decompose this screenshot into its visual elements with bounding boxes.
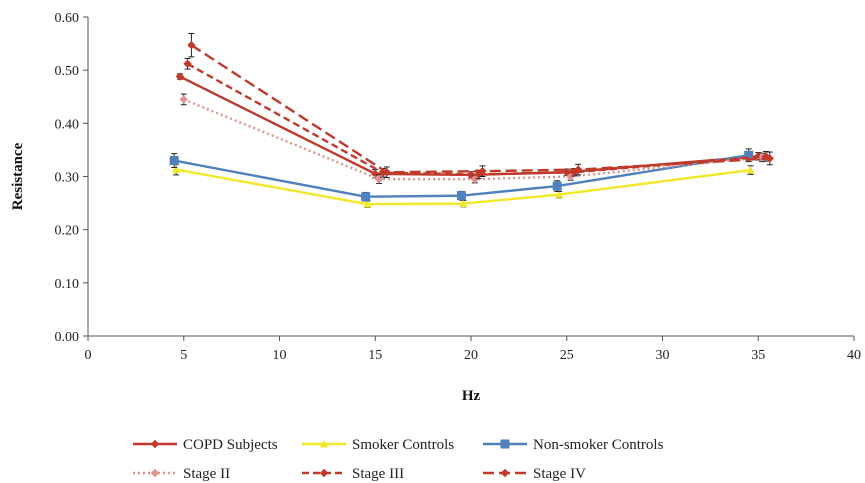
data-point-marker xyxy=(175,72,185,81)
data-point-marker xyxy=(169,156,179,166)
x-tick-label: 20 xyxy=(464,348,478,363)
x-tick-label: 25 xyxy=(560,348,574,363)
y-axis-title: Resistance xyxy=(10,142,26,210)
x-tick-label: 5 xyxy=(180,348,187,363)
data-point-marker xyxy=(319,468,329,478)
legend-item: Stage IV xyxy=(483,466,586,482)
data-point-marker xyxy=(757,153,767,162)
legend-item: COPD Subjects xyxy=(133,437,278,453)
y-tick-label: 0.10 xyxy=(55,277,80,292)
data-point-marker xyxy=(150,439,160,449)
data-point-marker xyxy=(744,150,754,160)
data-point-marker xyxy=(382,168,391,177)
x-tick-label: 30 xyxy=(656,348,670,363)
legend-label: Stage III xyxy=(352,466,404,482)
series-5 xyxy=(187,32,774,179)
data-point-marker xyxy=(456,191,466,201)
x-axis-title: Hz xyxy=(462,388,481,404)
x-tick-label: 35 xyxy=(751,348,765,363)
series-line xyxy=(186,62,767,176)
data-point-marker xyxy=(574,165,583,174)
legend-label: Smoker Controls xyxy=(352,437,454,453)
data-point-marker xyxy=(500,439,510,449)
legend-item: Stage II xyxy=(133,466,230,482)
series-4 xyxy=(183,57,771,180)
data-point-marker xyxy=(470,174,480,184)
data-point-marker xyxy=(459,199,468,207)
legend-item: Smoker Controls xyxy=(302,437,454,453)
legend-item: Stage III xyxy=(302,466,404,482)
y-tick-label: 0.00 xyxy=(55,330,80,345)
y-tick-label: 0.60 xyxy=(55,11,80,26)
x-tick-label: 15 xyxy=(368,348,382,363)
series-layer xyxy=(169,32,774,208)
data-point-marker xyxy=(363,199,372,208)
data-point-marker xyxy=(361,192,371,202)
data-point-marker xyxy=(183,59,192,68)
series-1 xyxy=(171,163,755,208)
series-line xyxy=(190,44,770,174)
x-tick-labels: 0 5 10 15 20 25 30 35 40 xyxy=(85,336,861,363)
data-point-marker xyxy=(371,169,380,179)
legend-label: Stage IV xyxy=(533,466,586,482)
data-point-marker xyxy=(500,468,510,478)
series-line xyxy=(179,75,759,177)
x-tick-label: 10 xyxy=(273,348,287,363)
data-point-marker xyxy=(319,439,329,448)
legend-label: Non-smoker Controls xyxy=(533,437,664,453)
data-point-marker xyxy=(187,40,196,50)
data-point-marker xyxy=(765,154,774,163)
data-point-marker xyxy=(179,95,188,104)
x-tick-label: 0 xyxy=(85,348,92,363)
y-tick-label: 0.50 xyxy=(55,64,80,79)
series-2 xyxy=(169,148,754,202)
data-point-marker xyxy=(746,165,755,174)
y-tick-label: 0.40 xyxy=(55,117,80,132)
data-point-marker xyxy=(171,165,181,173)
legend-item: Non-smoker Controls xyxy=(483,437,664,453)
y-tick-label: 0.20 xyxy=(55,224,80,239)
y-tick-labels: 0.00 0.10 0.20 0.30 0.40 0.50 0.60 xyxy=(55,11,88,345)
legend: COPD Subjects Smoker Controls Non-smoker C… xyxy=(133,437,664,482)
y-tick-label: 0.30 xyxy=(55,171,80,186)
data-point-marker xyxy=(566,172,575,181)
data-point-marker xyxy=(552,181,562,191)
data-point-marker xyxy=(554,190,564,198)
legend-label: Stage II xyxy=(183,466,230,482)
legend-label: COPD Subjects xyxy=(183,437,278,453)
data-point-marker xyxy=(478,166,487,176)
data-point-marker xyxy=(150,468,160,478)
x-tick-label: 40 xyxy=(847,348,861,363)
